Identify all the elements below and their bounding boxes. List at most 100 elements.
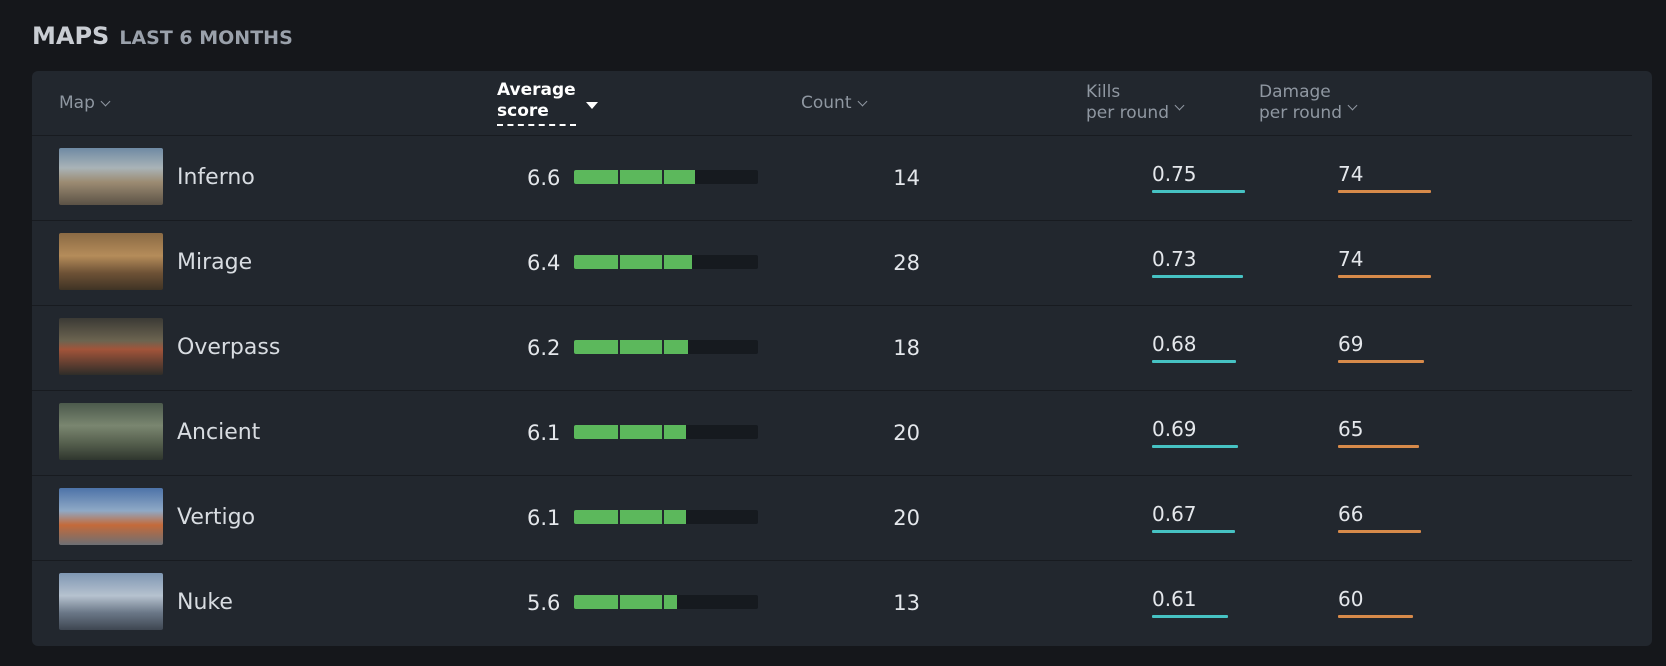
header-map[interactable]: Map bbox=[59, 71, 111, 135]
damage-per-round-line bbox=[1338, 615, 1413, 618]
kills-per-round-line bbox=[1152, 615, 1228, 618]
average-score-bar bbox=[574, 340, 758, 354]
average-score-bar bbox=[574, 425, 758, 439]
average-score-value: 6.1 bbox=[527, 506, 561, 530]
header-count[interactable]: Count bbox=[801, 71, 867, 135]
chevron-down-icon bbox=[1174, 100, 1185, 110]
damage-per-round-line bbox=[1338, 360, 1424, 363]
average-score-bar-fill bbox=[574, 595, 678, 609]
table-row[interactable]: Mirage 6.4 28 0.73 74 bbox=[32, 221, 1632, 306]
header-kills-per-round[interactable]: Kills per round bbox=[1086, 71, 1185, 135]
maps-table: Map Average score Count Kills per round … bbox=[32, 71, 1652, 646]
damage-per-round-value: 69 bbox=[1338, 332, 1364, 356]
kills-per-round-value: 0.75 bbox=[1152, 162, 1197, 186]
damage-per-round-line bbox=[1338, 530, 1421, 533]
map-name: Ancient bbox=[177, 420, 261, 445]
table-row[interactable]: Overpass 6.2 18 0.68 69 bbox=[32, 306, 1632, 391]
section-title: MAPS bbox=[32, 22, 110, 50]
header-map-label: Map bbox=[59, 92, 95, 113]
map-thumbnail bbox=[59, 488, 163, 545]
average-score-value: 5.6 bbox=[527, 591, 561, 615]
kills-per-round-line bbox=[1152, 445, 1238, 448]
average-score-value: 6.2 bbox=[527, 336, 561, 360]
table-row[interactable]: Nuke 5.6 13 0.61 60 bbox=[32, 561, 1632, 645]
count-value: 20 bbox=[893, 506, 920, 530]
bar-segment-divider bbox=[662, 170, 664, 184]
bar-segment-divider bbox=[618, 425, 620, 439]
kills-per-round-value: 0.73 bbox=[1152, 247, 1197, 271]
header-score-line2: score bbox=[497, 101, 549, 121]
damage-per-round-value: 74 bbox=[1338, 162, 1364, 186]
map-thumbnail bbox=[59, 403, 163, 460]
kills-per-round-line bbox=[1152, 275, 1243, 278]
chevron-down-icon bbox=[1347, 100, 1358, 110]
sort-descending-icon bbox=[585, 101, 598, 109]
header-kills-line2: per round bbox=[1086, 103, 1169, 123]
average-score-value: 6.6 bbox=[527, 166, 561, 190]
header-count-label: Count bbox=[801, 92, 852, 113]
map-name: Vertigo bbox=[177, 505, 256, 530]
map-name: Overpass bbox=[177, 335, 281, 360]
bar-segment-divider bbox=[618, 595, 620, 609]
chevron-down-icon bbox=[100, 96, 111, 106]
header-damage-line1: Damage bbox=[1259, 82, 1331, 102]
kills-per-round-value: 0.61 bbox=[1152, 587, 1197, 611]
header-damage-line2: per round bbox=[1259, 103, 1342, 123]
bar-segment-divider bbox=[662, 595, 664, 609]
map-thumbnail bbox=[59, 573, 163, 630]
map-thumbnail bbox=[59, 318, 163, 375]
bar-segment-divider bbox=[662, 425, 664, 439]
bar-segment-divider bbox=[662, 340, 664, 354]
average-score-bar bbox=[574, 255, 758, 269]
count-value: 13 bbox=[893, 591, 920, 615]
table-row[interactable]: Inferno 6.6 14 0.75 74 bbox=[32, 136, 1632, 221]
damage-per-round-line bbox=[1338, 445, 1419, 448]
section-heading: MAPS LAST 6 MONTHS bbox=[32, 22, 293, 54]
count-value: 20 bbox=[893, 421, 920, 445]
bar-segment-divider bbox=[662, 255, 664, 269]
header-average-score-label: Average score bbox=[497, 80, 576, 126]
kills-per-round-value: 0.68 bbox=[1152, 332, 1197, 356]
bar-segment-divider bbox=[662, 510, 664, 524]
header-damage-label: Damage per round bbox=[1259, 82, 1342, 124]
average-score-bar bbox=[574, 510, 758, 524]
damage-per-round-value: 74 bbox=[1338, 247, 1364, 271]
count-value: 14 bbox=[893, 166, 920, 190]
average-score-bar-fill bbox=[574, 255, 692, 269]
header-average-score[interactable]: Average score bbox=[497, 71, 598, 135]
bar-segment-divider bbox=[618, 170, 620, 184]
kills-per-round-line bbox=[1152, 530, 1235, 533]
average-score-bar bbox=[574, 170, 758, 184]
table-header: Map Average score Count Kills per round … bbox=[32, 71, 1632, 136]
map-name: Mirage bbox=[177, 250, 253, 275]
damage-per-round-value: 65 bbox=[1338, 417, 1364, 441]
table-body: Inferno 6.6 14 0.75 74 Mirage 6.4 28 0.7… bbox=[32, 136, 1652, 645]
kills-per-round-line bbox=[1152, 360, 1236, 363]
count-value: 18 bbox=[893, 336, 920, 360]
average-score-bar-fill bbox=[574, 510, 687, 524]
table-row[interactable]: Vertigo 6.1 20 0.67 66 bbox=[32, 476, 1632, 561]
damage-per-round-line bbox=[1338, 190, 1431, 193]
kills-per-round-value: 0.69 bbox=[1152, 417, 1197, 441]
header-kills-line1: Kills bbox=[1086, 82, 1121, 102]
map-thumbnail bbox=[59, 233, 163, 290]
chevron-down-icon bbox=[857, 96, 867, 106]
table-row[interactable]: Ancient 6.1 20 0.69 65 bbox=[32, 391, 1632, 476]
bar-segment-divider bbox=[618, 510, 620, 524]
map-name: Inferno bbox=[177, 165, 255, 190]
kills-per-round-line bbox=[1152, 190, 1245, 193]
average-score-bar bbox=[574, 595, 758, 609]
map-name: Nuke bbox=[177, 590, 233, 615]
average-score-value: 6.1 bbox=[527, 421, 561, 445]
header-kills-label: Kills per round bbox=[1086, 82, 1169, 124]
header-score-line1: Average bbox=[497, 80, 576, 100]
average-score-value: 6.4 bbox=[527, 251, 561, 275]
header-damage-per-round[interactable]: Damage per round bbox=[1259, 71, 1358, 135]
section-subtitle: LAST 6 MONTHS bbox=[119, 27, 293, 49]
damage-per-round-value: 66 bbox=[1338, 502, 1364, 526]
bar-segment-divider bbox=[618, 255, 620, 269]
kills-per-round-value: 0.67 bbox=[1152, 502, 1197, 526]
damage-per-round-line bbox=[1338, 275, 1431, 278]
count-value: 28 bbox=[893, 251, 920, 275]
damage-per-round-value: 60 bbox=[1338, 587, 1364, 611]
